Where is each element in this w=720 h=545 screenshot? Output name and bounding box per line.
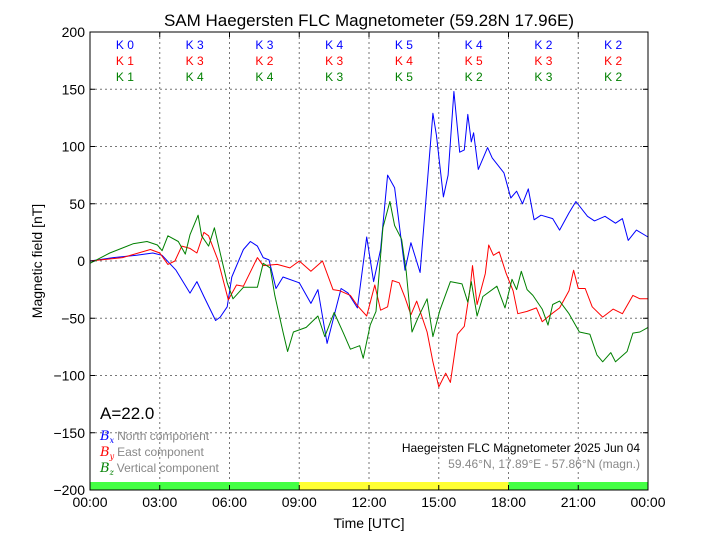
k-index-value: K 5 <box>395 38 413 52</box>
plot-frame <box>89 31 649 491</box>
y-tick-label: 150 <box>62 81 86 97</box>
series-line-bx <box>89 91 649 344</box>
legend-symbol: B <box>99 445 110 460</box>
legend-symbol: B <box>99 461 110 476</box>
station-caption: Haegersten FLC Magnetometer 2025 Jun 04 <box>402 441 640 455</box>
y-tick-label: 50 <box>69 196 85 212</box>
activity-index: A=22.0 <box>100 404 154 423</box>
x-tick-label: 06:00 <box>212 494 247 510</box>
k-index-value: K 5 <box>395 70 413 84</box>
axis-ticks: 00:00 03:00 06:00 09:00 12:00 15:00 18:00 21:00… <box>53 24 665 510</box>
k-index-value: K 3 <box>534 70 552 84</box>
daylight-segment <box>90 482 300 490</box>
k-index-value: K 5 <box>465 54 483 68</box>
legend-item: By East component <box>99 445 204 461</box>
k-index-value: K 2 <box>604 38 622 52</box>
k-index-value: K 4 <box>186 70 204 84</box>
x-axis-label: Time [UTC] <box>333 515 404 531</box>
k-index-value: K 3 <box>186 54 204 68</box>
legend-item: Bz Vertical component <box>99 461 220 477</box>
k-index-value: K 1 <box>116 70 134 84</box>
k-index-value: K 2 <box>465 70 483 84</box>
legend-label: East component <box>117 445 204 459</box>
k-index-value: K 3 <box>325 70 343 84</box>
x-tick-label: 18:00 <box>491 494 526 510</box>
legend-item: Bx North component <box>99 429 210 445</box>
legend-subscript: y <box>109 452 115 461</box>
station-coords: 59.46°N, 17.89°E - 57.86°N (magn.) <box>448 457 640 471</box>
legend-label: North component <box>117 429 210 443</box>
k-index-value: K 1 <box>116 54 134 68</box>
series-lines <box>89 91 649 388</box>
x-tick-label: 15:00 <box>421 494 456 510</box>
k-index-value: K 3 <box>255 38 273 52</box>
y-tick-label: −100 <box>53 368 85 384</box>
y-tick-label: −200 <box>53 482 85 498</box>
y-tick-label: −150 <box>53 425 85 441</box>
chart-title: SAM Haegersten FLC Magnetometer (59.28N … <box>164 11 574 30</box>
x-tick-label: 00:00 <box>72 494 107 510</box>
legend-subscript: z <box>109 468 115 477</box>
legend-subscript: x <box>110 436 115 445</box>
y-axis-label: Magnetic field [nT] <box>29 204 45 318</box>
k-index-value: K 4 <box>395 54 413 68</box>
k-index-value: K 3 <box>325 54 343 68</box>
y-tick-label: −50 <box>61 310 85 326</box>
x-tick-label: 12:00 <box>351 494 386 510</box>
y-tick-label: 0 <box>77 253 85 269</box>
k-index-value: K 2 <box>604 70 622 84</box>
k-index-value: K 0 <box>116 38 134 52</box>
k-index-value: K 2 <box>534 38 552 52</box>
series-line-by <box>89 231 648 388</box>
k-index-value: K 4 <box>255 70 273 84</box>
legend-label: Vertical component <box>117 461 220 475</box>
legend-symbol: B <box>99 429 110 444</box>
y-tick-label: 100 <box>62 139 86 155</box>
k-index-value: K 3 <box>186 38 204 52</box>
x-tick-label: 09:00 <box>282 494 317 510</box>
series-line-bz <box>89 201 649 363</box>
x-tick-label: 21:00 <box>561 494 596 510</box>
k-index-value: K 2 <box>255 54 273 68</box>
k-index-table: K 0 K 3 K 3 K 4 K 5 K 4 K 2 K 2 K 1 K 3 K 2 K 3 K 4 K… <box>116 38 623 84</box>
grid-lines <box>90 32 648 490</box>
k-index-value: K 4 <box>325 38 343 52</box>
k-index-value: K 4 <box>465 38 483 52</box>
x-tick-label: 00:00 <box>630 494 665 510</box>
k-index-value: K 2 <box>604 54 622 68</box>
k-index-value: K 3 <box>534 54 552 68</box>
daylight-segment <box>299 482 509 490</box>
x-tick-label: 03:00 <box>142 494 177 510</box>
y-tick-label: 200 <box>62 24 86 40</box>
